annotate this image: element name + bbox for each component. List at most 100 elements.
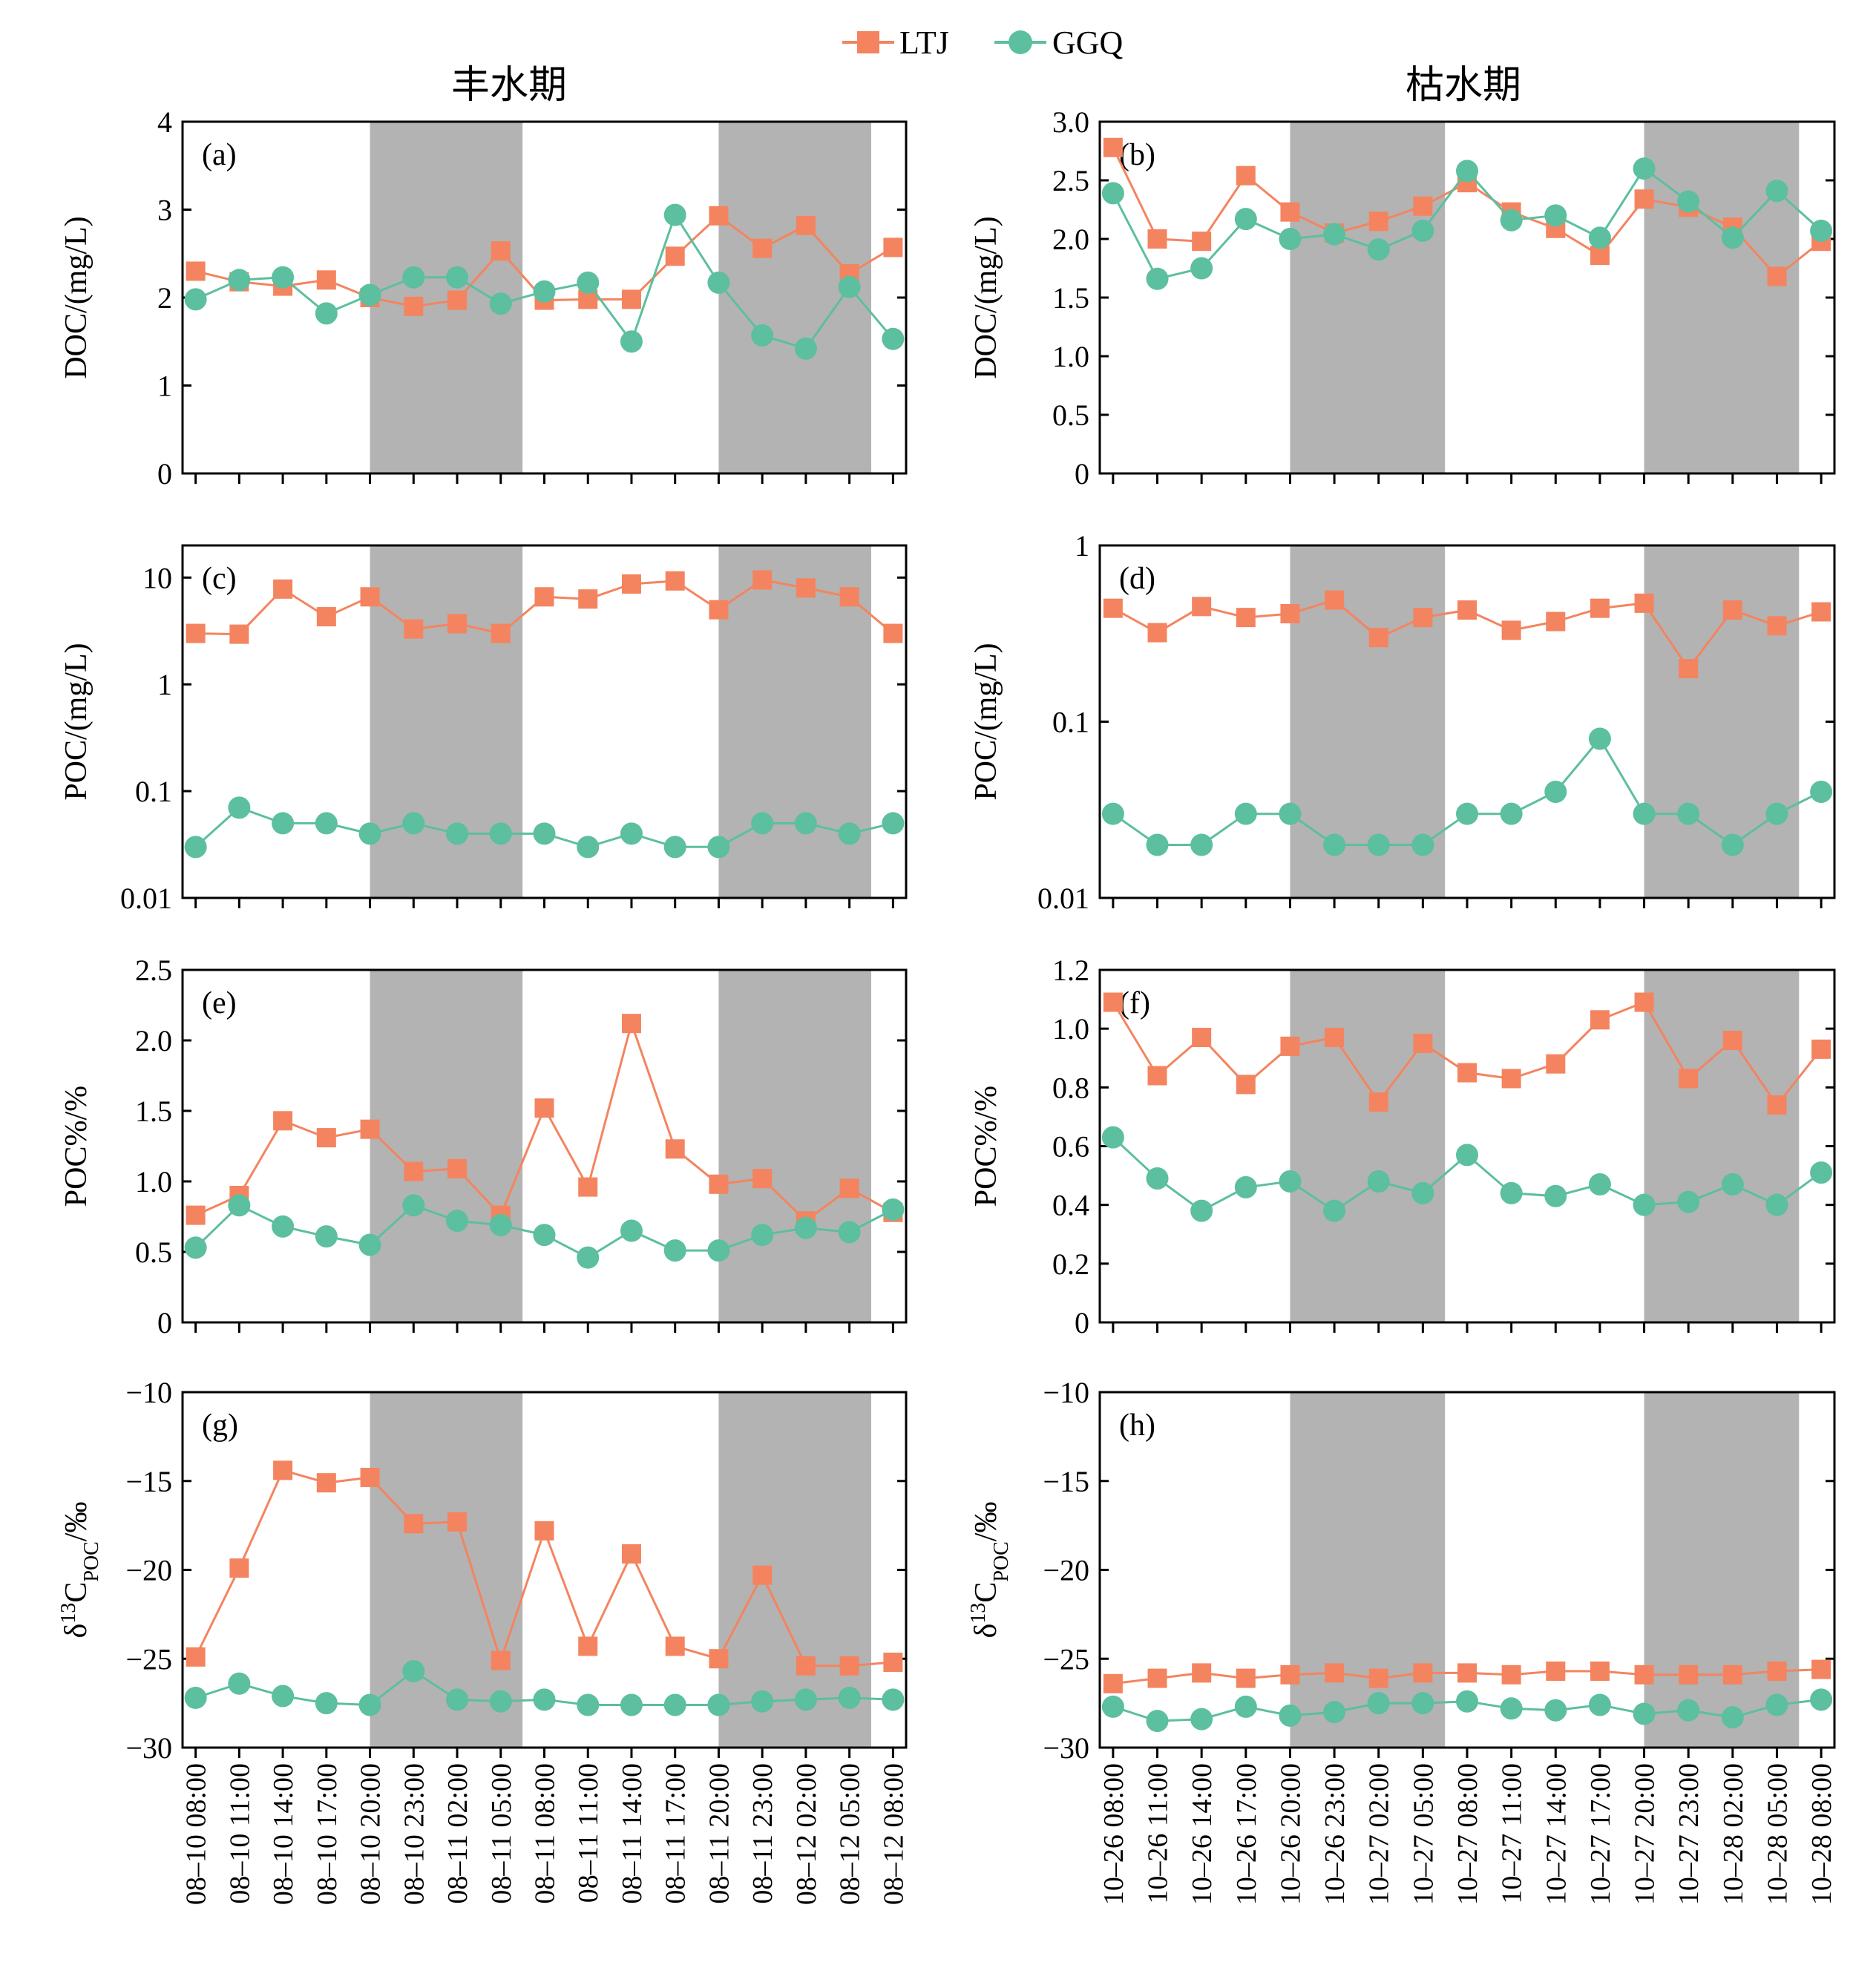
y-tick-label-f-3: 0.6	[1052, 1130, 1089, 1164]
point-ltj-h-16	[1811, 1659, 1831, 1679]
x-tick-label-right-7: 10–27 05:00	[1408, 1763, 1439, 1905]
shade-band-f-0	[1290, 970, 1446, 1322]
point-ltj-c-9	[578, 589, 598, 609]
point-ltj-g-8	[534, 1521, 554, 1541]
x-tick-label-left-2: 08–10 14:00	[268, 1763, 299, 1905]
point-ltj-a-14	[796, 215, 816, 235]
y-tick-label-a-3: 3	[157, 194, 172, 227]
y-tick-label-h-4: −10	[1043, 1376, 1089, 1409]
shade-band-e-0	[370, 970, 523, 1322]
point-ggq-d-0	[1101, 802, 1124, 825]
point-ltj-e-8	[534, 1098, 554, 1118]
point-ggq-g-1	[228, 1672, 251, 1695]
point-ltj-f-3	[1236, 1075, 1256, 1095]
point-ggq-c-3	[315, 812, 338, 835]
point-ggq-h-12	[1633, 1702, 1656, 1725]
point-ltj-c-2	[273, 579, 293, 599]
point-ggq-c-15	[838, 822, 861, 845]
y-tick-label-h-3: −15	[1043, 1465, 1089, 1498]
point-ggq-a-5	[402, 266, 425, 289]
y-tick-label-g-2: −20	[125, 1554, 172, 1587]
point-ggq-f-15	[1765, 1193, 1788, 1216]
point-ltj-f-5	[1325, 1028, 1345, 1048]
point-ggq-a-16	[882, 327, 905, 350]
point-ggq-b-8	[1456, 160, 1478, 183]
point-ggq-f-5	[1323, 1199, 1346, 1222]
point-ltj-c-0	[186, 623, 206, 643]
shade-band-b-0	[1290, 122, 1446, 473]
point-ltj-b-1	[1147, 229, 1167, 249]
x-axis-tick-labels: 08–10 08:00 08–10 11:00 08–10 14:00 08–10 1…	[181, 1763, 1837, 1905]
point-ltj-f-6	[1368, 1092, 1388, 1112]
point-ltj-h-4	[1280, 1664, 1300, 1685]
point-ggq-g-12	[707, 1693, 730, 1716]
point-ggq-b-13	[1677, 190, 1700, 213]
point-ltj-g-4	[360, 1467, 380, 1487]
point-ggq-d-15	[1765, 802, 1788, 825]
point-ggq-c-2	[272, 812, 295, 835]
y-tick-label-f-2: 0.4	[1052, 1189, 1089, 1222]
point-ltj-g-13	[752, 1565, 773, 1585]
point-ggq-b-11	[1588, 226, 1611, 249]
point-ltj-b-2	[1192, 232, 1212, 252]
y-tick-label-a-2: 2	[157, 281, 172, 315]
y-tick-label-b-0: 0	[1075, 457, 1089, 491]
point-ltj-h-13	[1679, 1664, 1699, 1685]
legend-ltj-marker	[857, 31, 879, 53]
point-ggq-c-0	[184, 836, 207, 859]
point-ltj-d-3	[1236, 608, 1256, 628]
x-tick-label-left-7: 08–11 05:00	[486, 1763, 517, 1904]
y-tick-label-d-0: 0.01	[1037, 882, 1089, 915]
point-ltj-c-1	[229, 624, 249, 644]
point-ltj-a-5	[404, 296, 424, 316]
point-ltj-f-13	[1679, 1069, 1699, 1089]
point-ltj-e-0	[186, 1205, 206, 1225]
panel-label-h: (h)	[1119, 1408, 1155, 1443]
point-ggq-c-6	[446, 822, 469, 845]
point-ggq-f-11	[1588, 1172, 1611, 1195]
point-ggq-c-10	[620, 822, 643, 845]
point-ltj-c-6	[447, 614, 468, 634]
point-ggq-a-10	[620, 330, 643, 353]
point-ltj-h-11	[1590, 1662, 1610, 1682]
point-ggq-c-16	[882, 812, 905, 835]
point-ggq-g-3	[315, 1692, 338, 1715]
y-axis-label-f: POC%/%	[969, 1086, 1003, 1207]
panel-label-b: (b)	[1119, 138, 1155, 172]
shade-band-h-1	[1644, 1392, 1800, 1748]
point-ggq-b-9	[1500, 209, 1523, 232]
point-ggq-c-5	[402, 812, 425, 835]
y-tick-label-d-1: 0.1	[1052, 706, 1089, 739]
point-ggq-b-6	[1367, 238, 1390, 261]
y-tick-label-e-3: 1.5	[135, 1095, 172, 1128]
point-ltj-h-5	[1325, 1663, 1345, 1683]
point-ggq-b-7	[1411, 219, 1434, 242]
x-tick-label-left-14: 08–12 02:00	[791, 1763, 822, 1905]
x-tick-label-left-16: 08–12 08:00	[878, 1763, 909, 1905]
point-ltj-f-8	[1457, 1063, 1477, 1083]
point-ggq-g-2	[272, 1685, 295, 1708]
y-tick-label-b-1: 0.5	[1052, 398, 1089, 432]
x-tick-label-left-15: 08–12 05:00	[835, 1763, 866, 1905]
y-tick-label-f-6: 1.2	[1052, 954, 1089, 987]
point-ggq-e-11	[663, 1239, 686, 1262]
point-ltj-c-12	[709, 600, 729, 620]
point-ltj-b-15	[1767, 266, 1787, 286]
x-tick-label-right-14: 10–28 02:00	[1718, 1763, 1749, 1905]
point-ggq-d-3	[1234, 802, 1257, 825]
point-ggq-h-14	[1721, 1706, 1744, 1729]
point-ggq-g-6	[446, 1688, 469, 1711]
point-ltj-g-5	[404, 1514, 424, 1534]
x-tick-label-right-16: 10–28 08:00	[1806, 1763, 1837, 1905]
x-tick-label-left-9: 08–11 11:00	[573, 1763, 604, 1903]
panel-c: 0.01 0.1 1 10 (c) POC/(mg/L)	[59, 544, 908, 915]
point-ltj-e-15	[839, 1178, 859, 1198]
point-ggq-d-4	[1279, 802, 1302, 825]
point-ltj-e-3	[316, 1128, 336, 1148]
y-tick-label-b-6: 3.0	[1052, 105, 1089, 139]
panel-a: 0 1 2 3 4 (a) DOC/(mg/L)	[59, 105, 908, 491]
point-ltj-b-12	[1634, 189, 1654, 209]
point-ltj-c-8	[534, 587, 554, 607]
point-ltj-b-4	[1280, 202, 1300, 222]
point-ltj-h-9	[1501, 1664, 1521, 1685]
